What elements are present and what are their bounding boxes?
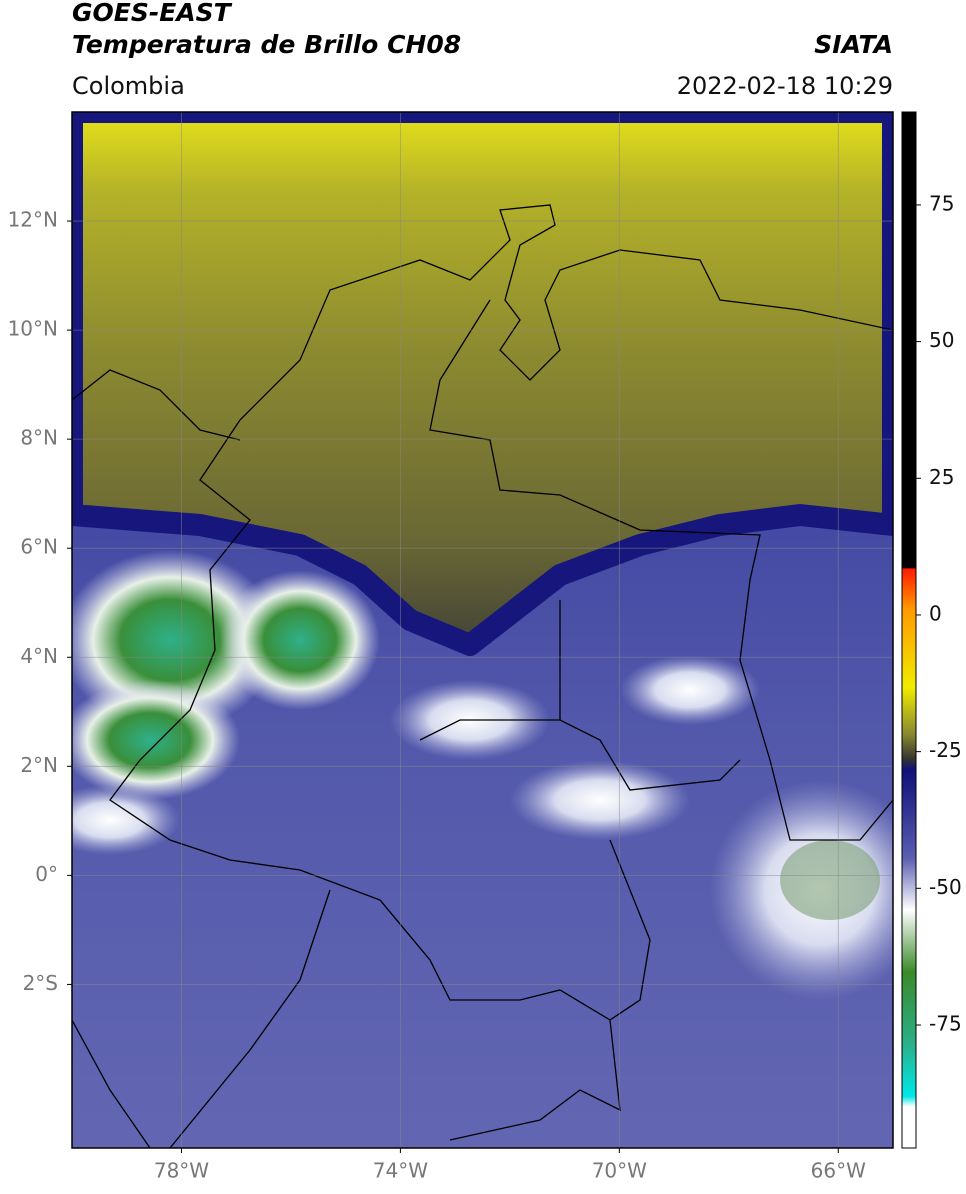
y-tick-label: 12°N — [8, 208, 58, 232]
region-label: Colombia — [72, 72, 185, 100]
y-tick-label: 4°N — [20, 644, 58, 668]
satellite-title: GOES-EAST — [72, 0, 233, 27]
colorbar — [901, 111, 917, 1149]
cloud — [220, 570, 380, 710]
colorbar-tick-label: 50 — [929, 328, 954, 352]
colorbar-tick-label: -75 — [929, 1011, 962, 1035]
colorbar-tick-label: 75 — [929, 191, 954, 215]
y-tick-label: 2°S — [23, 971, 58, 995]
cloud — [510, 760, 690, 840]
y-tick-label: 10°N — [8, 317, 58, 341]
y-tick-label: 8°N — [20, 426, 58, 450]
colorbar-tick-label: 25 — [929, 465, 954, 489]
map-frame — [71, 111, 894, 1149]
borders — [72, 204, 893, 1148]
x-tick-label: 78°W — [154, 1159, 209, 1183]
x-tick-label: 70°W — [592, 1159, 647, 1183]
colorbar-tick-label: 0 — [929, 601, 942, 625]
colorbar-tick-label: -50 — [929, 875, 962, 899]
satellite-image — [72, 112, 893, 1148]
colorbar-tick-label: -25 — [929, 738, 962, 762]
cloud — [72, 680, 240, 800]
cloud — [72, 785, 180, 855]
y-tick-label: 0° — [35, 862, 58, 886]
y-tick-label: 6°N — [20, 535, 58, 559]
warm-region — [72, 112, 893, 656]
grid — [72, 112, 893, 1148]
y-tick-label: 2°N — [20, 753, 58, 777]
x-tick-label: 74°W — [373, 1159, 428, 1183]
product-title: Temperatura de Brillo CH08 — [72, 30, 461, 59]
cloud — [620, 655, 760, 725]
source-label: SIATA — [814, 30, 893, 59]
cloud — [780, 840, 880, 920]
x-tick-label: 66°W — [811, 1159, 866, 1183]
datetime-label: 2022-02-18 10:29 — [677, 72, 893, 100]
